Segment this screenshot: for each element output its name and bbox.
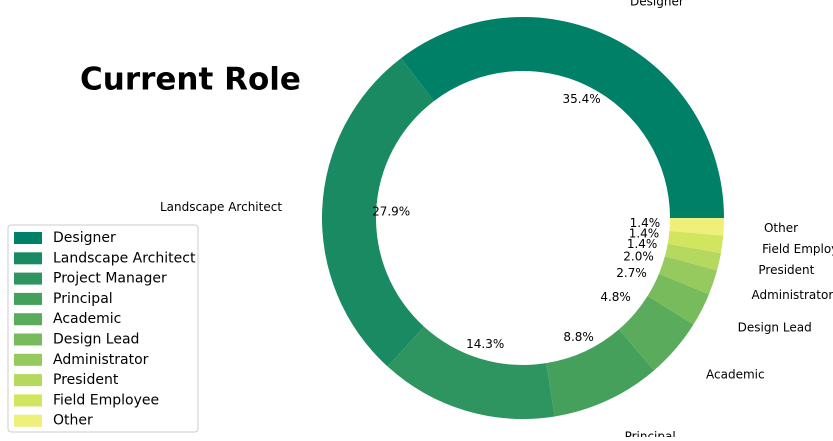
- legend-label: Administrator: [53, 352, 149, 368]
- donut-slice: [322, 58, 434, 367]
- donut-slice: [546, 329, 655, 417]
- percent-label: 27.9%: [372, 205, 410, 219]
- percent-label: 14.3%: [466, 337, 504, 351]
- legend-swatch: [14, 252, 42, 265]
- donut-slice: [401, 16, 724, 218]
- slice-label: Academic: [706, 368, 765, 382]
- donut-slice: [647, 273, 709, 325]
- percent-label: 1.4%: [627, 237, 658, 251]
- legend-label: Design Lead: [53, 332, 139, 348]
- donut-slice: [387, 326, 555, 419]
- percent-label: 8.8%: [563, 330, 594, 344]
- legend-label: Other: [53, 413, 93, 429]
- percent-label: 4.8%: [600, 290, 631, 304]
- legend-label: Project Manager: [53, 271, 167, 287]
- legend-swatch: [14, 353, 42, 366]
- percent-label: 1.4%: [629, 227, 660, 241]
- legend-swatch: [14, 272, 42, 285]
- legend-swatch: [14, 414, 42, 427]
- slice-label: Principal: [625, 429, 676, 437]
- donut-slice: [667, 230, 724, 254]
- legend-swatch: [14, 394, 42, 407]
- percent-label: 2.0%: [623, 250, 654, 264]
- legend-swatch: [14, 313, 42, 326]
- percent-label: 35.4%: [563, 92, 601, 106]
- slice-label: President: [758, 263, 814, 277]
- slice-label: Landscape Architect: [160, 200, 282, 214]
- legend-label: Designer: [53, 230, 116, 246]
- slice-label: Designer: [630, 0, 684, 8]
- donut-slice: [618, 295, 694, 371]
- slice-label: Field Employee: [762, 242, 833, 256]
- chart-title: Current Role: [80, 62, 301, 98]
- percent-label: 2.7%: [616, 266, 647, 280]
- legend-label: Landscape Architect: [53, 250, 196, 266]
- legend-swatch: [14, 292, 42, 305]
- slice-label: Design Lead: [738, 321, 812, 335]
- legend-label: Principal: [53, 291, 113, 307]
- legend-label: President: [53, 372, 119, 388]
- slice-label: Administrator: [751, 288, 833, 302]
- slice-label: Other: [764, 221, 798, 235]
- donut-slice: [664, 243, 721, 271]
- legend-label: Field Employee: [53, 392, 159, 408]
- percent-label: 1.4%: [630, 216, 661, 230]
- donut-slice: [669, 218, 724, 236]
- legend-swatch: [14, 232, 42, 244]
- legend-label: Academic: [53, 311, 121, 327]
- legend-box: [7, 224, 199, 433]
- legend-swatch: [14, 333, 42, 346]
- donut-slice: [659, 256, 718, 295]
- legend-swatch: [14, 374, 42, 387]
